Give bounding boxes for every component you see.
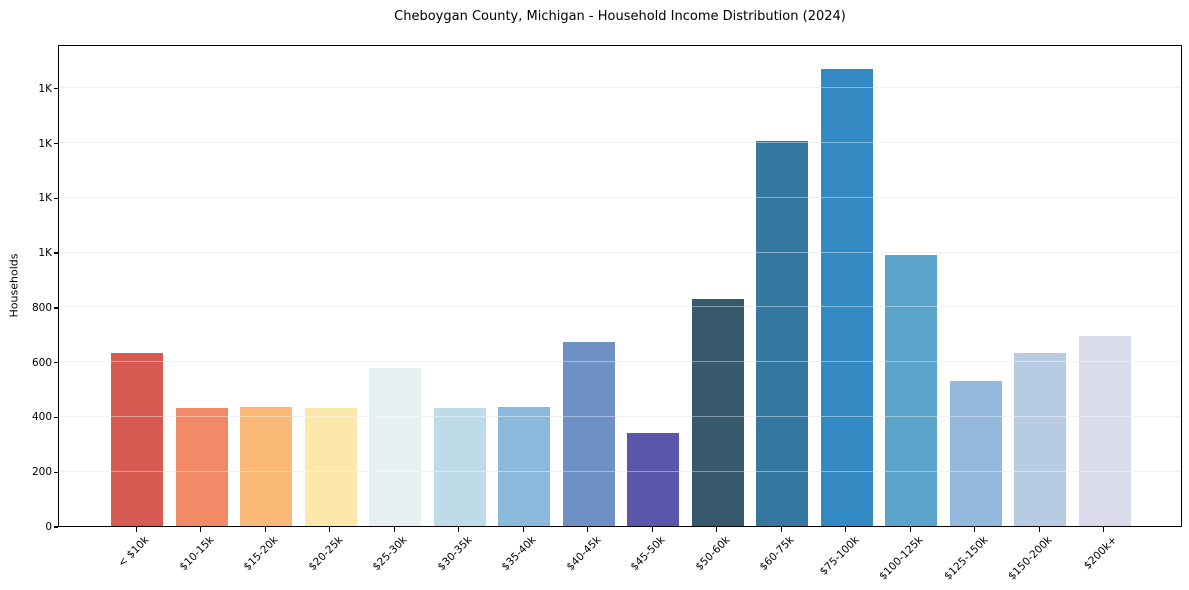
y-tick-label: 1K	[38, 82, 52, 95]
bar--150-200k	[1014, 352, 1067, 526]
y-tick-label: 0	[45, 521, 52, 533]
x-tick-mark	[393, 527, 395, 532]
x-tick-mark	[264, 527, 266, 532]
x-tick-mark	[651, 527, 653, 532]
y-tick-label: 1K	[38, 247, 52, 260]
bar--125-150k	[949, 380, 1002, 526]
gridline	[59, 415, 1181, 417]
y-tick-mark	[53, 307, 58, 309]
gridline-overlay	[59, 470, 1181, 472]
bar--200k+	[1078, 335, 1131, 526]
plot-area	[58, 45, 1182, 527]
x-tick-mark	[458, 527, 460, 532]
gridline	[59, 142, 1181, 144]
bar--50-60k	[691, 298, 744, 526]
x-tick-mark	[845, 527, 847, 532]
bar--30-35k	[433, 407, 486, 526]
x-tick-mark	[1103, 527, 1105, 532]
gridline-overlay	[59, 361, 1181, 363]
bar--60-75k	[756, 141, 809, 526]
bar--25-30k	[369, 367, 422, 526]
gridline	[59, 251, 1181, 253]
y-tick-mark	[53, 197, 58, 199]
y-tick-mark	[53, 416, 58, 419]
x-tick-mark	[780, 527, 782, 532]
x-tick-mark	[1038, 527, 1040, 532]
bar--75-100k	[820, 68, 873, 526]
gridline-overlay	[59, 415, 1181, 417]
x-tick-label: < $10k	[116, 534, 152, 570]
y-tick-label: 1K	[38, 137, 52, 150]
bar--10k	[111, 352, 164, 526]
bar--20-25k	[304, 408, 357, 526]
bar--10-15k	[175, 408, 228, 526]
y-tick-mark	[53, 471, 58, 473]
x-tick-mark	[200, 527, 202, 532]
gridline-overlay	[59, 196, 1181, 198]
y-tick-mark	[53, 252, 58, 254]
bar--35-40k	[498, 406, 551, 526]
gridline	[59, 361, 1181, 363]
gridline	[59, 470, 1181, 472]
y-tick-mark	[53, 88, 58, 90]
gridline-overlay	[59, 251, 1181, 253]
bar--15-20k	[240, 406, 293, 526]
y-tick-label: 1K	[38, 192, 52, 205]
y-tick-label: 600	[31, 356, 52, 369]
gridline-overlay	[59, 306, 1181, 308]
gridline	[59, 87, 1181, 89]
chart-title: Cheboygan County, Michigan - Household I…	[394, 9, 846, 24]
y-tick-mark	[53, 526, 58, 528]
y-tick-mark	[53, 142, 58, 145]
y-tick-label: 200	[31, 466, 52, 479]
x-tick-mark	[135, 527, 137, 532]
gridline	[59, 306, 1181, 308]
gridline-overlay	[59, 142, 1181, 144]
x-tick-mark	[716, 527, 718, 532]
x-tick-mark	[909, 527, 911, 532]
x-tick-mark	[522, 527, 524, 532]
gridline	[59, 196, 1181, 198]
x-tick-mark	[974, 527, 976, 532]
x-tick-mark	[329, 527, 331, 532]
bar--40-45k	[562, 341, 615, 526]
y-tick-label: 400	[31, 411, 52, 424]
gridline-overlay	[59, 87, 1181, 89]
bar--45-50k	[627, 433, 680, 526]
y-tick-mark	[53, 362, 58, 364]
y-tick-label: 800	[31, 301, 52, 314]
x-tick-mark	[587, 527, 589, 532]
bar--100-125k	[885, 254, 938, 526]
